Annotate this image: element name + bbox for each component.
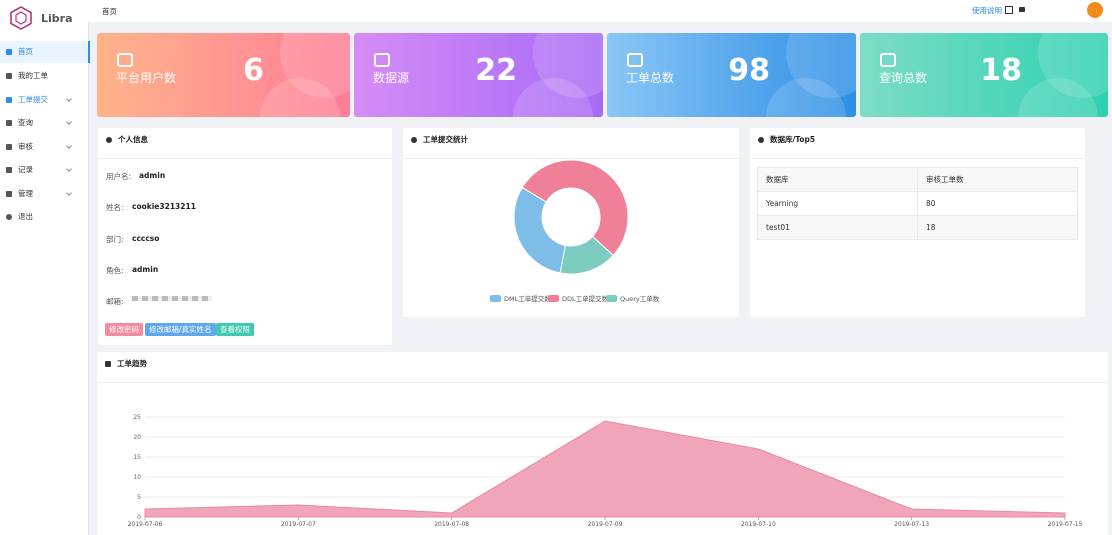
- table-cell: 18: [917, 215, 1078, 240]
- panel-title: 数据库/Top5: [770, 135, 816, 144]
- top-panel: 数据库/Top5 数据库 审核工单数 Yearning 80 test01 18: [750, 128, 1085, 317]
- button[interactable]: 查看权限: [216, 323, 254, 336]
- legend-swatch: [548, 295, 559, 302]
- table: 数据库 审核工单数 Yearning 80 test01 18: [757, 167, 1078, 240]
- lock-icon[interactable]: [1019, 7, 1025, 12]
- topbar: 首页 使用说明: [88, 0, 1112, 22]
- trend-panel: 工单趋势 0 5 10 15 20 25 2019-07-06 2019-07-07 2019-…: [97, 352, 1108, 535]
- menu-label: 管理: [18, 189, 33, 198]
- stat-value: 6: [243, 53, 264, 88]
- menu-item[interactable]: 退出: [0, 206, 88, 228]
- menu-label: 我的工单: [18, 71, 48, 80]
- table-cell: test01: [757, 215, 918, 240]
- x-tick-label: 2019-07-13: [894, 521, 929, 528]
- panel-title: 个人信息: [118, 135, 148, 144]
- y-tick-label: 0: [137, 514, 141, 521]
- menu-item[interactable]: 查询: [0, 112, 88, 134]
- logo: [10, 6, 32, 30]
- menu-item[interactable]: 审核: [0, 136, 88, 158]
- x-tick-label: 2019-07-15: [1048, 521, 1083, 528]
- button[interactable]: 修改邮箱/真实姓名: [145, 323, 216, 336]
- breadcrumb: 首页: [102, 7, 117, 16]
- pie-slice: [521, 160, 629, 257]
- x-tick-label: 2019-07-06: [128, 521, 163, 528]
- x-tick-label: 2019-07-08: [434, 521, 469, 528]
- field-label: 邮箱:: [106, 297, 124, 306]
- area-chart: 0 5 10 15 20 25 2019-07-06 2019-07-07 2019-07-08…: [128, 414, 1083, 528]
- area: [144, 420, 1066, 518]
- menu-label: 工单提交: [18, 95, 48, 104]
- stat-value: 18: [980, 53, 1022, 88]
- y-tick-label: 25: [133, 414, 141, 421]
- menu-item[interactable]: 我的工单: [0, 65, 88, 87]
- y-tick-label: 15: [133, 454, 141, 461]
- avatar[interactable]: [1087, 2, 1103, 18]
- menu-item[interactable]: 工单提交: [0, 89, 88, 111]
- panel-title: 工单提交统计: [423, 135, 468, 144]
- field-value: ccccso: [132, 234, 160, 243]
- blurred-email: [132, 296, 212, 301]
- stat-label: 平台用户数: [116, 71, 177, 85]
- table-header: 数据库: [757, 167, 918, 192]
- field-label: 用户名:: [106, 172, 132, 181]
- panel-header: 数据库/Top5: [750, 128, 1085, 159]
- stat-label: 工单总数: [626, 71, 675, 85]
- profile-panel: 个人信息: [98, 128, 392, 345]
- panel-header: 工单提交统计: [403, 128, 739, 159]
- y-tick-label: 10: [133, 474, 141, 481]
- stat-card: 工单总数 98: [607, 33, 856, 117]
- fullscreen-icon[interactable]: [1005, 6, 1013, 14]
- stat-card: 平台用户数 6: [97, 33, 350, 117]
- brand: Libra: [41, 12, 73, 25]
- field-label: 姓名:: [106, 203, 124, 212]
- legend-label: DDL工单提交数: [562, 294, 609, 303]
- field-label: 角色:: [106, 266, 124, 275]
- pie-slice: [513, 186, 567, 274]
- panel-header: 工单趋势: [97, 352, 1108, 383]
- stat-card: 数据源 22: [354, 33, 603, 117]
- legend-swatch: [606, 295, 617, 302]
- legend-swatch: [490, 295, 501, 302]
- field-value: admin: [139, 171, 166, 180]
- panel-header: 个人信息: [98, 128, 392, 159]
- legend-label: Query工单数: [620, 294, 660, 303]
- stat-value: 98: [728, 53, 770, 88]
- field-label: 部门:: [106, 235, 124, 244]
- table-header: 审核工单数: [917, 167, 1078, 192]
- legend-label: DML工单提交数: [504, 294, 551, 303]
- menu-item[interactable]: 首页: [0, 41, 90, 63]
- field-value: admin: [132, 265, 159, 274]
- stat-label: 查询总数: [879, 71, 928, 85]
- pie-slice: [559, 235, 614, 275]
- stat-label: 数据源: [373, 71, 410, 85]
- x-tick-label: 2019-07-10: [741, 521, 776, 528]
- submit-panel: 工单提交统计 DML工单提交数 DDL工单提交数 Query工单数: [403, 128, 739, 317]
- x-tick-label: 2019-07-09: [588, 521, 623, 528]
- pie-chart: DML工单提交数 DDL工单提交数 Query工单数: [490, 160, 660, 303]
- menu-label: 审核: [18, 142, 33, 151]
- menu-label: 查询: [18, 118, 33, 127]
- menu-label: 首页: [18, 47, 33, 56]
- table-cell: Yearning: [757, 191, 918, 216]
- panel-title: 工单趋势: [117, 359, 147, 368]
- stat-value: 22: [475, 53, 517, 88]
- field-value: cookie3213211: [132, 202, 196, 211]
- stat-card: 查询总数 18: [860, 33, 1108, 117]
- menu-label: 退出: [18, 212, 33, 221]
- x-tick-label: 2019-07-07: [281, 521, 316, 528]
- menu-item[interactable]: 管理: [0, 183, 88, 205]
- y-tick-label: 5: [137, 494, 141, 501]
- help-link[interactable]: 使用说明: [972, 6, 1002, 15]
- sidebar: Libra 首页 我的工单 工单提交 查询 审核 记录 管理 退出: [0, 0, 90, 535]
- y-tick-label: 20: [133, 434, 141, 441]
- menu-label: 记录: [18, 165, 33, 174]
- menu-item[interactable]: 记录: [0, 159, 88, 181]
- button[interactable]: 修改密码: [105, 323, 143, 336]
- table-cell: 80: [917, 191, 1078, 216]
